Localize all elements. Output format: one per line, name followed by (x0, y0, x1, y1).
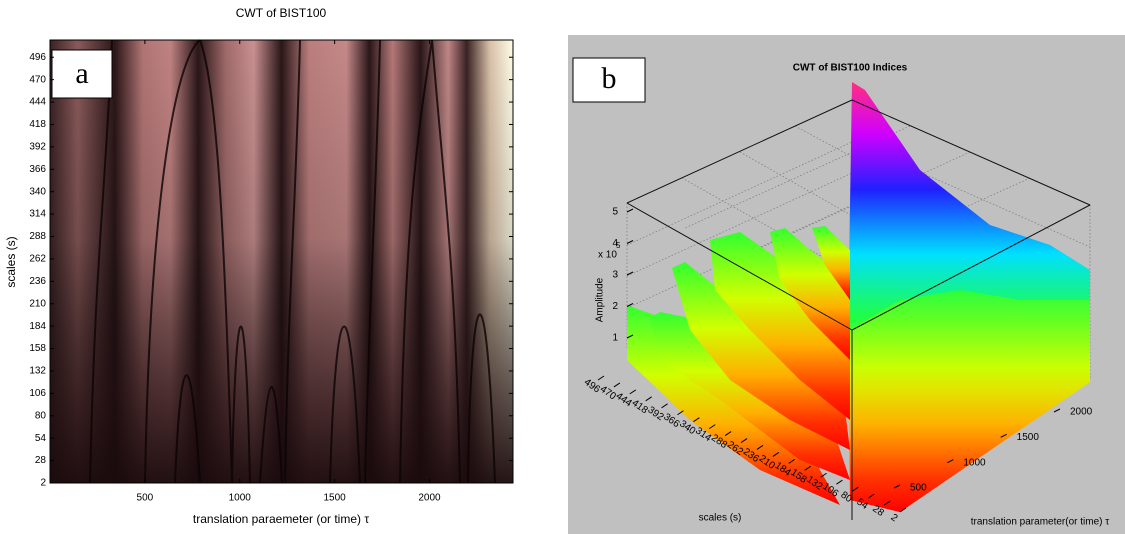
axes-a: 2 28 54 80 106 132 158 184 210 236 262 288 314 340 366… (29, 40, 513, 504)
z-tick-label: 3 (612, 270, 618, 281)
z-tick (626, 271, 634, 276)
panel-a: CWT of BIST100 scales (s) translation pa… (4, 6, 514, 526)
x-tick-label: 1500 (1017, 432, 1040, 443)
x-tick-label: 1500 (324, 493, 347, 504)
y-tick-label: 392 (29, 142, 46, 153)
y-tick-label: 210 (29, 298, 46, 309)
z-tick (626, 303, 634, 307)
x-tick-label: 500 (910, 483, 927, 494)
y-tick-label: 28 (35, 455, 47, 466)
z-tick-label: 5 (612, 207, 618, 218)
x-tick-label: 2000 (418, 493, 441, 504)
y-tick (899, 507, 907, 513)
ridge-lines (89, 39, 496, 484)
y-tick (756, 445, 764, 450)
z-scale-exponent: 5 (616, 241, 621, 250)
z-tick-label: 4 (612, 238, 618, 249)
panel-b: CWT of BIST100 Indices Amplitude x 10 5 … (568, 35, 1125, 534)
y-axis-label: scales (s) (699, 513, 742, 524)
y-tick (629, 389, 637, 395)
z-tick (626, 240, 634, 244)
y-tick-label: 444 (29, 97, 46, 108)
y-tick (820, 472, 827, 478)
y-tick-label: 288 (29, 231, 46, 242)
y-tick (708, 424, 716, 430)
box-front (626, 99, 1091, 520)
y-tick-label: 158 (29, 343, 46, 354)
x-axis-label: translation parameter(or time) τ (971, 517, 1109, 528)
y-tick-label: 54 (35, 433, 47, 444)
y-tick (597, 375, 605, 381)
z-tick-label: 1 (612, 333, 618, 344)
z-tick-label: 2 (612, 301, 618, 312)
z-tick (626, 208, 634, 213)
x-tick (947, 459, 954, 464)
y-tick-label: 132 (29, 366, 46, 377)
x-tick-label: 1000 (963, 457, 986, 468)
y-tick (836, 479, 843, 485)
y-tick-label: 80 (35, 410, 47, 421)
plot-frame (49, 39, 514, 484)
y-tick-label: 106 (29, 388, 46, 399)
y-tick (804, 465, 811, 471)
y-tick (661, 403, 668, 409)
chart-title: CWT of BIST100 (236, 6, 327, 20)
heatmap-shade (50, 40, 513, 483)
y-tick-label: 184 (29, 321, 46, 332)
y-tick-label: 340 (29, 186, 46, 197)
y-tick (693, 417, 700, 423)
y-axis-label: scales (s) (4, 236, 18, 287)
y-tick-label: 236 (29, 276, 46, 287)
surface (627, 82, 1090, 512)
x-tick-label: 2000 (1070, 407, 1093, 418)
y-tick-label: 418 (29, 119, 46, 130)
y-tick (883, 500, 891, 506)
y-tick-label: 366 (29, 164, 46, 175)
x-tick-label: 500 (137, 493, 154, 504)
y-tick (788, 458, 796, 464)
y-tick (852, 486, 859, 492)
y-tick (677, 410, 684, 416)
y-tick-label: 496 (29, 52, 46, 63)
y-tick (645, 396, 652, 402)
y-tick (724, 431, 732, 436)
z-tick (626, 334, 634, 339)
y-tick-label: 314 (29, 209, 46, 220)
x-tick (893, 484, 901, 489)
z-axis-label: Amplitude (595, 277, 606, 322)
panel-label-box (572, 57, 646, 103)
panel-label: a (75, 57, 88, 90)
y-tick-label: 2 (40, 478, 46, 489)
chart-title: CWT of BIST100 Indices (793, 63, 908, 74)
x-tick-label: 1000 (229, 493, 252, 504)
x-axis-label: translation paraemeter (or time) τ (193, 512, 369, 526)
y-tick (613, 382, 621, 388)
panel-label-box (51, 49, 113, 99)
y-tick-label: 2 (888, 512, 899, 524)
y-tick (867, 493, 875, 499)
panel-label: b (602, 62, 617, 95)
y-tick (740, 438, 748, 443)
x-tick (1000, 433, 1007, 438)
y-tick-label: 470 (29, 74, 46, 85)
y-tick (772, 452, 780, 457)
y-tick-label: 262 (29, 254, 46, 265)
x-tick (1053, 408, 1061, 413)
z-scale-base: x 10 (598, 250, 617, 261)
